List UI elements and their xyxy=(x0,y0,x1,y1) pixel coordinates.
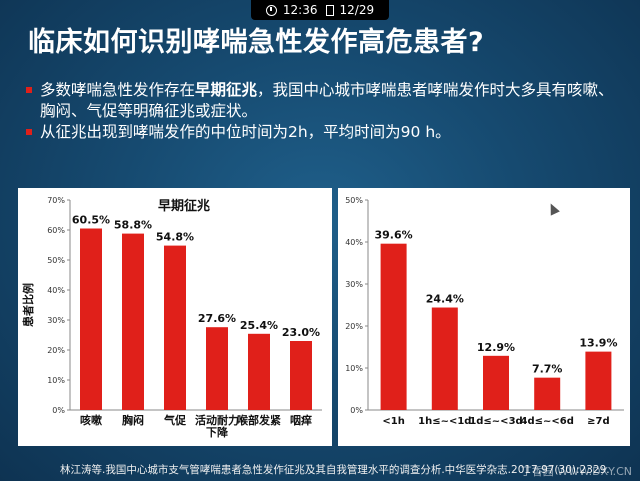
y-tick-label: 10% xyxy=(47,376,65,385)
data-label: 12.9% xyxy=(477,341,515,354)
status-bar: 12:36 12/29 xyxy=(251,0,389,20)
x-tick-label: 1h≤~<1d xyxy=(418,416,471,427)
bar xyxy=(431,307,458,410)
status-time: 12:36 xyxy=(282,3,318,17)
early-signs-bar-chart: 0% 10% 20% 30% 40% 50% 60% 70% 60.5% 咳嗽 58.8% 胸闷 54.… xyxy=(21,196,322,439)
early-signs-chart-panel: 0% 10% 20% 30% 40% 50% 60% 70% 60.5% 咳嗽 58.8% 胸闷 54.… xyxy=(18,188,332,446)
x-tick-label: 喉部发紧 xyxy=(237,413,281,427)
x-tick-label: 咽痒 xyxy=(290,413,312,427)
y-tick-label: 40% xyxy=(345,238,363,247)
clock-icon xyxy=(265,4,277,16)
bar xyxy=(380,243,407,410)
chart-title: 早期征兆 xyxy=(158,198,210,214)
bullet-item: 从征兆出现到哮喘发作的中位时间为2h，平均时间为90 h。 xyxy=(26,122,620,143)
bullet-emphasis: 早期征兆 xyxy=(195,81,258,99)
onset-time-bar-chart: 0% 10% 20% 30% 40% 50% 39.6% <1h 24.4% 1h≤~<1d 12.… xyxy=(345,196,624,427)
y-tick-label: 0% xyxy=(350,406,363,415)
x-tick-label: 咳嗽 xyxy=(80,413,102,427)
watermark: 丁香园 WWW.DXY.CN xyxy=(520,465,632,478)
page-icon xyxy=(325,4,334,16)
bar xyxy=(248,333,270,410)
y-tick-label: 20% xyxy=(345,322,363,331)
y-tick-label: 20% xyxy=(47,346,65,355)
data-label: 58.8% xyxy=(114,219,152,232)
bullet-text: 多数哮喘急性发作存在 xyxy=(40,81,196,99)
x-tick-label: 下降 xyxy=(206,425,229,439)
data-label: 39.6% xyxy=(375,229,413,242)
bar xyxy=(585,351,612,410)
bar xyxy=(80,228,102,410)
bar xyxy=(290,341,312,410)
square-bullet-icon xyxy=(26,129,32,135)
y-tick-label: 30% xyxy=(345,280,363,289)
y-tick-label: 10% xyxy=(345,364,363,373)
bullet-text: 从征兆出现到哮喘发作的中位时间为2h，平均时间为90 h。 xyxy=(40,123,451,141)
citation-footnote: 林江涛等.我国中心城市支气管哮喘患者急性发作征兆及其自我管理水平的调查分析.中华… xyxy=(60,464,610,476)
y-tick-label: 60% xyxy=(47,226,65,235)
bullet-text: ，我国中心城市哮喘患者哮喘发作时大多具有咳嗽、胸闷、气促等明确征兆或症状。 xyxy=(40,81,614,120)
bullet-list: 多数哮喘急性发作存在早期征兆，我国中心城市哮喘患者哮喘发作时大多具有咳嗽、胸闷、… xyxy=(26,80,620,143)
bar xyxy=(122,233,144,410)
data-label: 13.9% xyxy=(579,337,617,350)
x-tick-label: <1h xyxy=(382,416,404,427)
bar xyxy=(483,355,509,410)
bar xyxy=(164,245,186,410)
y-tick-label: 50% xyxy=(345,196,363,205)
y-tick-label: 70% xyxy=(47,196,65,205)
x-tick-label: 胸闷 xyxy=(122,413,144,427)
x-tick-label: 气促 xyxy=(163,413,187,427)
data-label: 24.4% xyxy=(426,293,464,306)
data-label: 25.4% xyxy=(240,319,278,332)
status-page: 12/29 xyxy=(339,3,375,17)
x-tick-label: 活动耐力 xyxy=(195,413,239,427)
data-label: 60.5% xyxy=(72,214,110,227)
y-tick-label: 50% xyxy=(47,256,65,265)
x-tick-label: 4d≤~<6d xyxy=(521,416,574,427)
bar xyxy=(534,377,561,410)
x-tick-label: 1d≤~<3d xyxy=(469,416,522,427)
onset-time-chart-panel: 0% 10% 20% 30% 40% 50% 39.6% <1h 24.4% 1h≤~<1d 12.… xyxy=(338,188,630,446)
bar xyxy=(206,327,228,410)
slide-title: 临床如何识别哮喘急性发作高危患者? xyxy=(28,27,485,58)
data-label: 27.6% xyxy=(198,312,236,325)
data-label: 7.7% xyxy=(532,363,563,376)
data-label: 54.8% xyxy=(156,231,194,244)
data-label: 23.0% xyxy=(282,326,320,339)
y-axis-label: 患者比例 xyxy=(21,283,35,327)
x-tick-label: ≥7d xyxy=(587,416,610,427)
bullet-item: 多数哮喘急性发作存在早期征兆，我国中心城市哮喘患者哮喘发作时大多具有咳嗽、胸闷、… xyxy=(26,80,620,122)
square-bullet-icon xyxy=(26,87,32,93)
y-tick-label: 40% xyxy=(47,286,65,295)
y-tick-label: 0% xyxy=(52,406,65,415)
y-tick-label: 30% xyxy=(47,316,65,325)
